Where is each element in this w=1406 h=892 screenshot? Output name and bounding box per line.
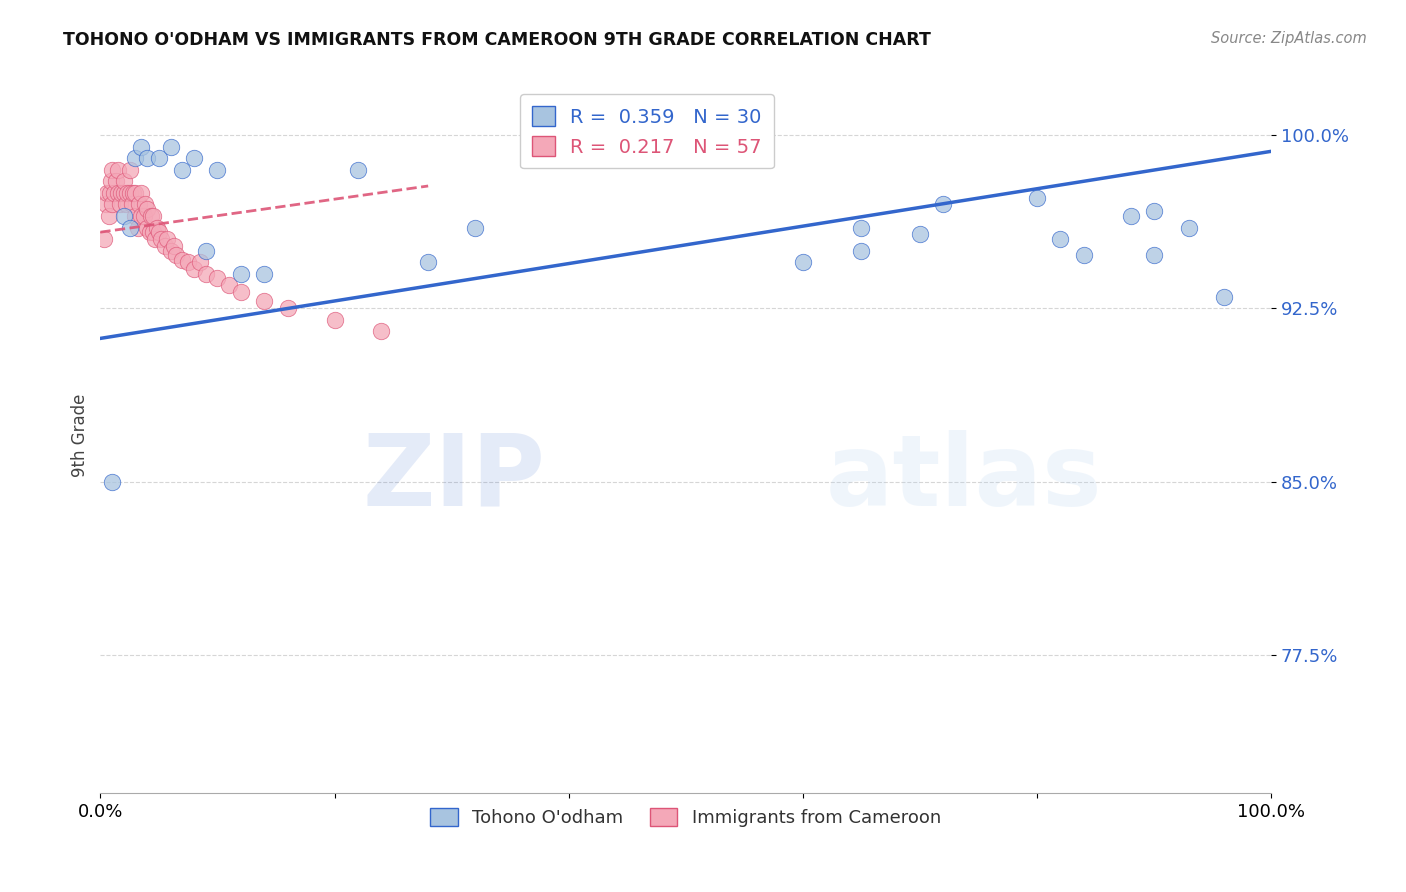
Point	[851, 220, 873, 235]
Point	[101, 475, 124, 489]
Text: ZIP: ZIP	[363, 430, 546, 527]
Point	[115, 197, 138, 211]
Point	[932, 197, 955, 211]
Point	[124, 186, 146, 200]
Point	[136, 151, 159, 165]
Point	[131, 209, 153, 223]
Point	[172, 162, 194, 177]
Point	[229, 267, 252, 281]
Point	[112, 174, 135, 188]
Point	[218, 278, 240, 293]
Point	[1213, 290, 1236, 304]
Point	[207, 162, 229, 177]
Point	[124, 151, 146, 165]
Point	[134, 197, 156, 211]
Point	[103, 186, 125, 200]
Point	[253, 294, 276, 309]
Point	[1073, 248, 1095, 262]
Point	[148, 151, 170, 165]
Point	[908, 227, 931, 242]
Point	[145, 232, 167, 246]
Point	[121, 197, 143, 211]
Point	[104, 174, 127, 188]
Point	[159, 244, 181, 258]
Point	[142, 209, 165, 223]
Point	[118, 186, 141, 200]
Point	[183, 151, 205, 165]
Point	[110, 186, 132, 200]
Point	[98, 186, 121, 200]
Point	[112, 209, 135, 223]
Point	[112, 186, 135, 200]
Point	[100, 174, 122, 188]
Point	[792, 255, 814, 269]
Point	[188, 255, 211, 269]
Point	[131, 186, 153, 200]
Point	[464, 220, 486, 235]
Text: Source: ZipAtlas.com: Source: ZipAtlas.com	[1211, 31, 1367, 46]
Point	[1143, 204, 1166, 219]
Point	[370, 325, 392, 339]
Point	[118, 162, 141, 177]
Legend: Tohono O'odham, Immigrants from Cameroon: Tohono O'odham, Immigrants from Cameroon	[423, 801, 948, 834]
Point	[1178, 220, 1201, 235]
Point	[101, 162, 124, 177]
Point	[1049, 232, 1071, 246]
Point	[163, 239, 186, 253]
Point	[124, 209, 146, 223]
Point	[153, 239, 176, 253]
Point	[96, 186, 118, 200]
Point	[128, 197, 150, 211]
Point	[277, 301, 299, 316]
Point	[229, 285, 252, 300]
Y-axis label: 9th Grade: 9th Grade	[72, 393, 89, 477]
Point	[132, 209, 155, 223]
Point	[145, 220, 167, 235]
Point	[97, 209, 120, 223]
Point	[107, 186, 129, 200]
Point	[122, 186, 145, 200]
Point	[127, 220, 149, 235]
Point	[148, 225, 170, 239]
Point	[110, 197, 132, 211]
Point	[101, 197, 124, 211]
Point	[142, 225, 165, 239]
Point	[139, 209, 162, 223]
Text: atlas: atlas	[827, 430, 1102, 527]
Point	[96, 197, 118, 211]
Point	[177, 255, 200, 269]
Point	[118, 220, 141, 235]
Point	[851, 244, 873, 258]
Text: TOHONO O'ODHAM VS IMMIGRANTS FROM CAMEROON 9TH GRADE CORRELATION CHART: TOHONO O'ODHAM VS IMMIGRANTS FROM CAMERO…	[63, 31, 931, 49]
Point	[194, 267, 217, 281]
Point	[1143, 248, 1166, 262]
Point	[93, 232, 115, 246]
Point	[136, 220, 159, 235]
Point	[117, 186, 139, 200]
Point	[183, 262, 205, 277]
Point	[194, 244, 217, 258]
Point	[150, 232, 173, 246]
Point	[347, 162, 370, 177]
Point	[138, 225, 160, 239]
Point	[1119, 209, 1142, 223]
Point	[207, 271, 229, 285]
Point	[165, 248, 187, 262]
Point	[418, 255, 440, 269]
Point	[172, 252, 194, 267]
Point	[156, 232, 179, 246]
Point	[253, 267, 276, 281]
Point	[136, 202, 159, 216]
Point	[1026, 190, 1049, 204]
Point	[159, 139, 181, 153]
Point	[107, 162, 129, 177]
Point	[323, 313, 346, 327]
Point	[131, 139, 153, 153]
